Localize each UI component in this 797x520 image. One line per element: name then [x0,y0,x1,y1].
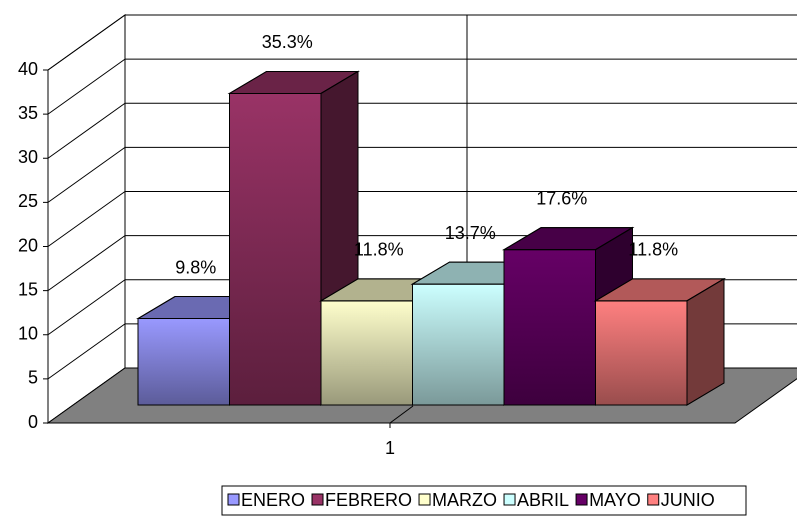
floor-divider [389,405,414,424]
legend-swatch [647,493,660,506]
grid-line [47,235,126,292]
bar [229,92,322,406]
x-tick-label: 1 [385,438,395,458]
value-label: 13.7% [445,223,496,243]
grid-line [47,323,126,380]
value-label: 9.8% [175,257,216,277]
value-label: 35.3% [262,32,313,52]
legend-label: ABRIL [517,490,569,510]
y-tick-label: 0 [28,412,38,432]
grid-line [47,14,126,71]
bar [412,283,505,406]
legend-label: FEBRERO [325,490,412,510]
value-label: 17.6% [536,188,587,208]
y-tick-label: 30 [18,147,38,167]
legend-label: MARZO [432,490,497,510]
legend-swatch [227,493,240,506]
y-tick-label: 10 [18,324,38,344]
legend-swatch [311,493,324,506]
legend-label: MAYO [589,490,641,510]
bar [137,318,230,406]
bar [595,300,688,406]
y-tick-label: 5 [28,368,38,388]
grid-line [47,146,126,203]
bar [503,249,596,406]
grid-line [47,279,126,336]
legend-swatch [575,493,588,506]
value-label: 11.8% [628,240,678,260]
legend-swatch [503,493,516,506]
value-label: 11.8% [354,240,404,260]
grid-line [47,58,126,115]
bar-side-shade [686,277,725,406]
legend-label: ENERO [241,490,305,510]
y-tick-label: 25 [18,191,38,211]
legend-label: JUNIO [661,490,715,510]
grid-line [47,191,126,247]
legend-swatch [418,493,431,506]
bar [320,300,413,406]
grid-line [47,102,126,159]
y-tick-label: 20 [18,235,38,255]
y-tick-label: 40 [18,59,38,79]
y-tick-label: 15 [18,279,38,299]
y-tick-label: 35 [18,103,38,123]
